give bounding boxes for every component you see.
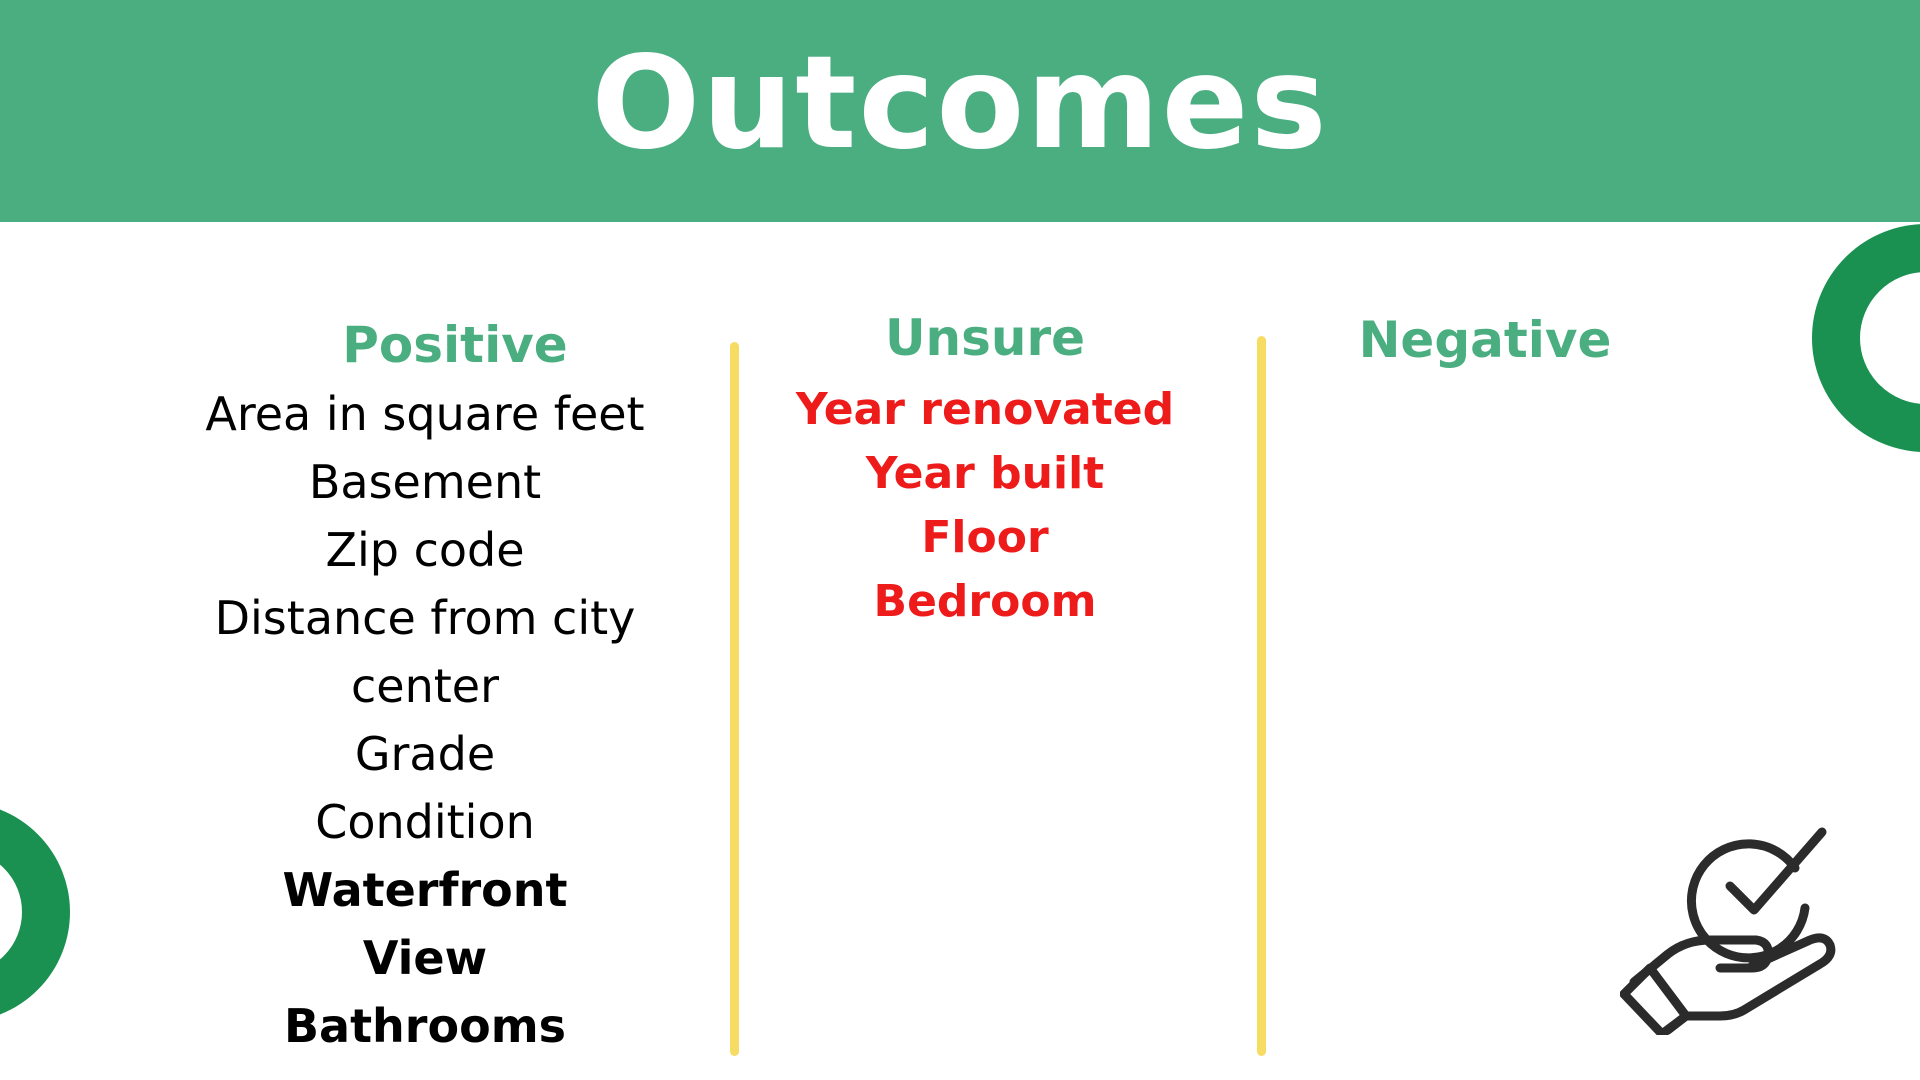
list-item-highlighted: Waterfront [282,863,568,917]
list-item: Grade [354,727,496,781]
check-mark [1725,827,1827,915]
positive-list: Area in square feet Basement Zip code Di… [160,380,690,1060]
unsure-list: Year renovated Year built Floor Bedroom [760,378,1210,634]
list-item-highlighted: Year built [865,448,1105,499]
check-circle-arc [1686,839,1810,963]
list-item-highlighted: Bathrooms [283,999,567,1053]
list-item-highlighted: View [362,931,488,985]
list-item: Condition [315,795,535,849]
ring-decoration-bottom-left [0,802,70,1022]
hand-holding-check-icon [1620,827,1836,1035]
heading-positive: Positive [342,316,568,374]
list-item: Area in square feet [205,387,645,441]
heading-negative: Negative [1358,311,1612,369]
list-item: center [351,659,499,713]
list-item-highlighted: Floor [921,512,1049,563]
hand-cuff [1620,963,1691,1035]
heading-unsure: Unsure [884,309,1086,367]
list-item: Zip code [325,523,525,577]
ring-decoration-top-right [1812,224,1920,452]
list-item-highlighted: Year renovated [795,384,1175,435]
list-item: Distance from city [214,591,636,645]
list-item: Basement [308,455,542,509]
header-banner: Outcomes [0,0,1920,222]
column-divider-left [730,342,739,1056]
hand-outline [1629,933,1836,1035]
list-item-highlighted: Bedroom [873,576,1097,627]
column-divider-right [1257,336,1266,1056]
page-title: Outcomes [591,29,1329,178]
